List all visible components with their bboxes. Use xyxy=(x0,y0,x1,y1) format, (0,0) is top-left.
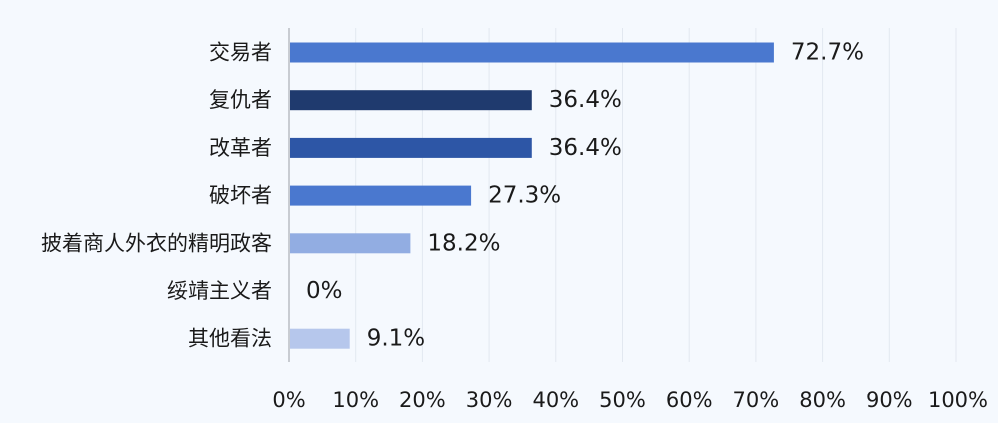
x-tick-label: 80% xyxy=(799,388,846,412)
x-tick-label: 100% xyxy=(928,388,988,412)
value-label: 36.4% xyxy=(549,87,622,113)
x-tick-label: 20% xyxy=(399,388,446,412)
category-label: 改革者 xyxy=(209,136,272,160)
bar xyxy=(289,185,472,206)
x-tick-label: 0% xyxy=(272,388,305,412)
value-label: 36.4% xyxy=(549,135,622,161)
category-label: 披着商人外衣的精明政客 xyxy=(41,231,272,255)
gridlines xyxy=(355,28,957,362)
x-tick-label: 70% xyxy=(733,388,780,412)
value-label: 9.1% xyxy=(367,326,425,352)
value-label: 0% xyxy=(306,278,343,304)
x-tick-label: 90% xyxy=(866,388,913,412)
bars xyxy=(289,42,774,349)
category-label: 交易者 xyxy=(209,41,272,65)
x-tick-label: 10% xyxy=(332,388,379,412)
bar xyxy=(289,90,532,111)
category-label: 破坏者 xyxy=(209,184,272,208)
value-label: 72.7% xyxy=(791,40,864,66)
bar xyxy=(289,42,774,63)
value-labels: 72.7% 36.4% 36.4% 27.3% 18.2% 0% 9.1% xyxy=(306,40,864,352)
x-tick-label: 60% xyxy=(666,388,713,412)
x-tick-label: 50% xyxy=(599,388,646,412)
value-label: 27.3% xyxy=(488,183,561,209)
bar xyxy=(289,328,350,349)
x-tick-label: 40% xyxy=(532,388,579,412)
value-label: 18.2% xyxy=(427,230,500,256)
x-tick-labels: 0% 10% 20% 30% 40% 50% 60% 70% 80% 90% 100% xyxy=(272,388,988,412)
category-label: 复仇者 xyxy=(209,88,272,112)
bar xyxy=(289,233,411,254)
category-label: 其他看法 xyxy=(188,327,272,351)
category-label: 绥靖主义者 xyxy=(167,279,272,303)
x-tick-label: 30% xyxy=(466,388,513,412)
bar xyxy=(289,137,532,158)
